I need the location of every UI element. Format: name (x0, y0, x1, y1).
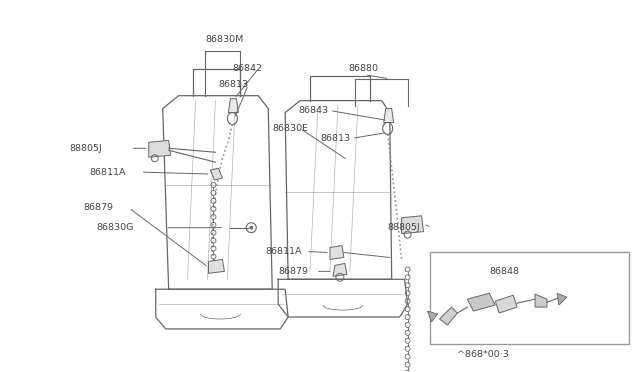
Text: 86813: 86813 (320, 134, 350, 143)
Text: 88805J: 88805J (388, 223, 420, 232)
Polygon shape (330, 246, 344, 259)
Text: 86813: 86813 (218, 80, 248, 89)
Polygon shape (209, 259, 225, 273)
Text: 86880: 86880 (348, 64, 378, 73)
Text: 86811A: 86811A (89, 168, 125, 177)
Polygon shape (228, 99, 238, 113)
Polygon shape (384, 109, 394, 122)
Polygon shape (211, 168, 223, 180)
Text: 86879: 86879 (83, 203, 113, 212)
Text: 86830E: 86830E (272, 124, 308, 133)
Text: 86830G: 86830G (96, 223, 133, 232)
Polygon shape (428, 311, 438, 322)
Bar (429, 251, 628, 344)
Polygon shape (495, 295, 517, 313)
Text: 86842: 86842 (232, 64, 262, 73)
Polygon shape (557, 293, 567, 305)
Text: 86843: 86843 (298, 106, 328, 115)
Text: ^868*00·3: ^868*00·3 (458, 350, 509, 359)
Text: 86848: 86848 (489, 267, 519, 276)
Polygon shape (402, 216, 424, 234)
Text: 86879: 86879 (278, 267, 308, 276)
Polygon shape (535, 294, 547, 307)
Polygon shape (148, 140, 171, 157)
Polygon shape (467, 293, 495, 311)
Text: 88805J: 88805J (69, 144, 102, 153)
Polygon shape (333, 263, 347, 276)
Polygon shape (440, 307, 458, 325)
Text: 86830M: 86830M (205, 35, 244, 44)
Circle shape (250, 226, 253, 229)
Text: 86811A: 86811A (265, 247, 301, 256)
